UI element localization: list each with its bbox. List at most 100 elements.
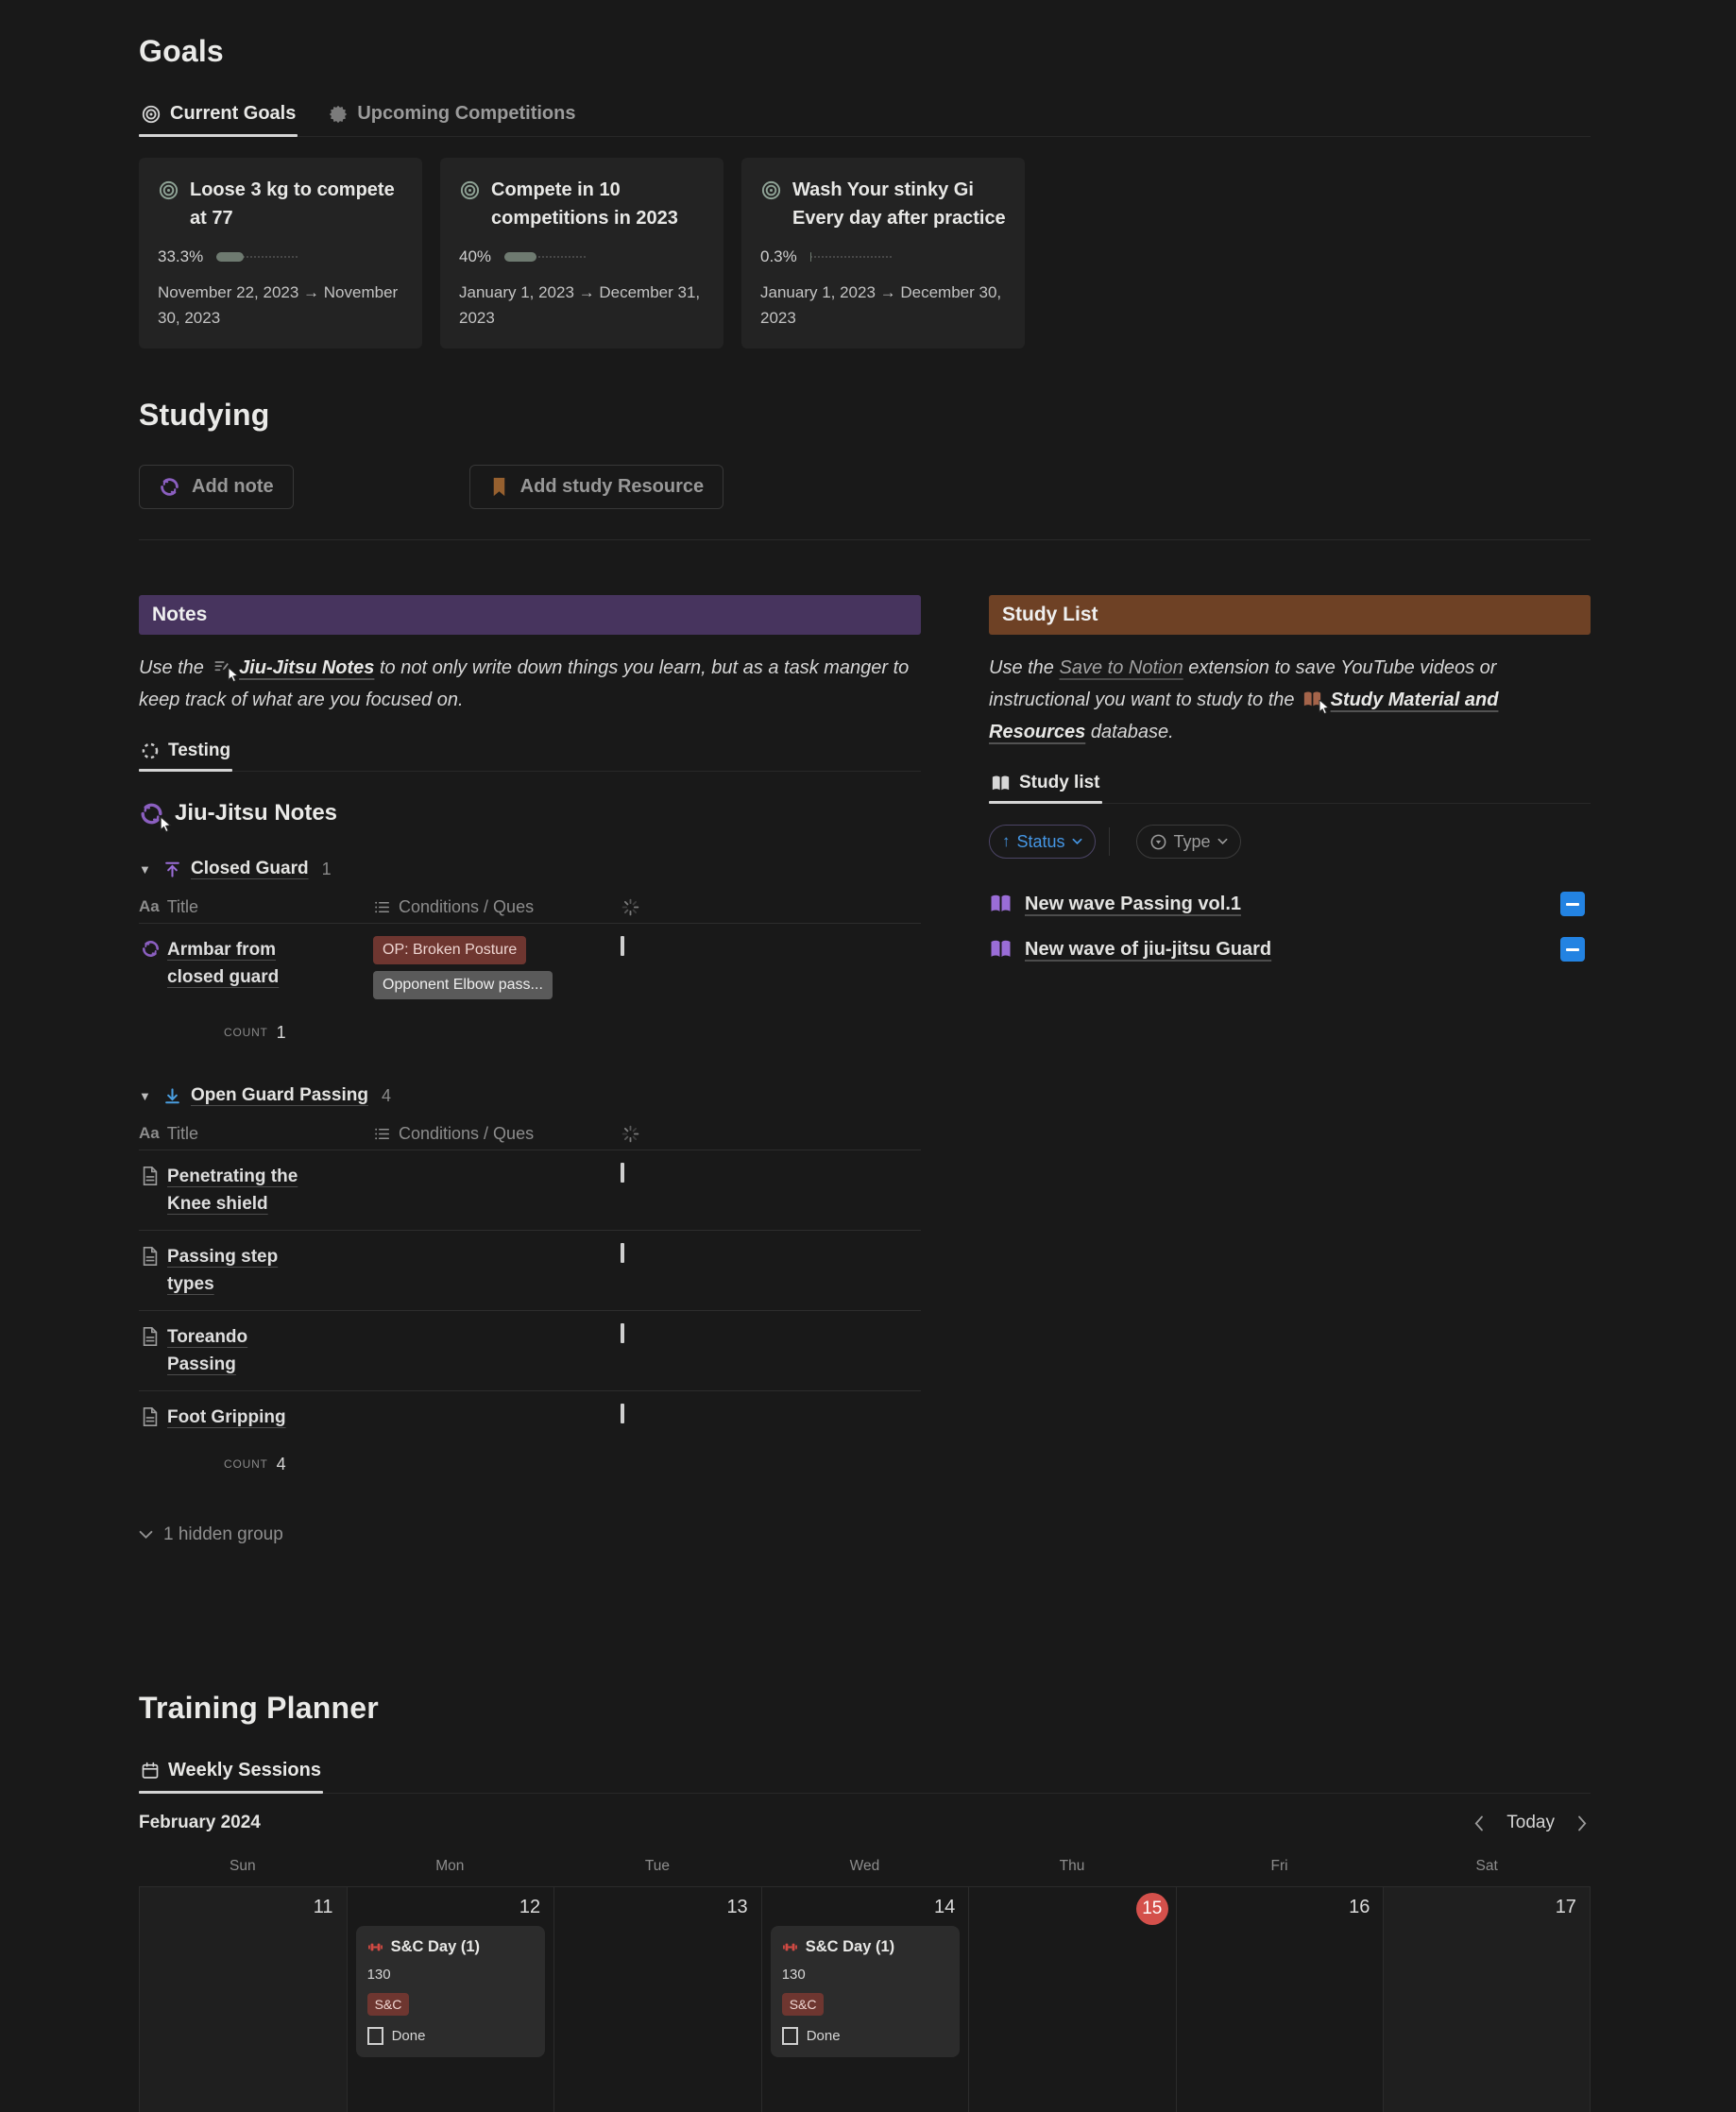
type-filter-pill[interactable]: Type xyxy=(1135,825,1241,859)
table-header: Aa Title Conditions / Ques xyxy=(139,1117,921,1150)
chevron-down-icon xyxy=(1217,838,1228,845)
select-circle-icon xyxy=(1149,833,1167,851)
table-row[interactable]: Penetrating the Knee shield xyxy=(139,1150,921,1230)
tab-study-list[interactable]: Study list xyxy=(989,765,1102,804)
spinner-icon xyxy=(621,897,640,917)
column-conditions[interactable]: Conditions / Ques xyxy=(373,897,611,917)
calendar-cell[interactable]: 11 xyxy=(139,1887,347,2112)
jiu-jitsu-notes-link[interactable]: Jiu-Jitsu Notes xyxy=(239,657,375,678)
event-value: 130 xyxy=(366,1967,391,1983)
count-value: 4 xyxy=(276,1454,286,1473)
table-row[interactable]: Passing step types xyxy=(139,1230,921,1310)
divider xyxy=(1108,827,1110,856)
planner-tabs: Weekly Sessions xyxy=(139,1750,1591,1794)
minus-badge[interactable] xyxy=(1560,892,1585,916)
count-label: COUNT xyxy=(224,1026,268,1039)
tab-testing[interactable]: Testing xyxy=(139,733,233,772)
arrow-up-icon: ↑ xyxy=(1002,832,1011,850)
count-row: COUNT 1 xyxy=(139,1012,921,1053)
done-checkbox[interactable] xyxy=(781,2027,798,2045)
group-count-badge: 4 xyxy=(381,1085,391,1105)
column-title[interactable]: Aa Title xyxy=(139,1124,373,1144)
target-icon xyxy=(141,104,162,125)
event-tag-chip: S&C xyxy=(781,1993,825,2016)
filter-row: ↑ Status Type xyxy=(989,825,1591,859)
bulleted-list-icon xyxy=(373,1125,391,1143)
callout-text: Use the xyxy=(989,657,1054,678)
item-title-link[interactable]: New wave Passing vol.1 xyxy=(1025,893,1241,914)
column-checkbox[interactable] xyxy=(611,897,672,917)
hidden-group-toggle[interactable]: 1 hidden group xyxy=(139,1524,921,1545)
event-value: 130 xyxy=(781,1967,806,1983)
goals-tabs: Current Goals Upcoming Competitions xyxy=(139,94,1591,137)
calendar-cell[interactable]: 16 xyxy=(1175,1887,1384,2112)
calendar-cell[interactable]: 12 S&C Day (1) 130 S&C Done xyxy=(346,1887,554,2112)
list-item[interactable]: New wave Passing vol.1 xyxy=(989,881,1591,927)
checkbox[interactable] xyxy=(621,1243,624,1263)
row-title-link[interactable]: Armbar from closed guard xyxy=(167,940,280,987)
chevron-right-icon[interactable] xyxy=(1577,1815,1587,1831)
calendar-cell[interactable]: 13 xyxy=(553,1887,761,2112)
note-pencil-icon xyxy=(213,657,239,683)
group-name-link[interactable]: Closed Guard xyxy=(191,859,309,878)
save-to-notion-link[interactable]: Save to Notion xyxy=(1059,657,1183,678)
column-checkbox[interactable] xyxy=(611,1124,672,1144)
goal-card[interactable]: Compete in 10 competitions in 2023 40% J… xyxy=(440,158,723,349)
checkbox[interactable] xyxy=(621,1323,624,1343)
list-item[interactable]: New wave of jiu-jitsu Guard xyxy=(989,927,1591,972)
chevron-left-icon[interactable] xyxy=(1474,1815,1484,1831)
add-study-resource-button[interactable]: Add study Resource xyxy=(468,465,724,509)
bulleted-list-icon xyxy=(373,898,391,916)
calendar-cell-today[interactable]: 15 xyxy=(968,1887,1176,2112)
cursor-icon xyxy=(159,816,173,833)
goal-card[interactable]: Wash Your stinky Gi Every day after prac… xyxy=(741,158,1025,349)
open-book-icon xyxy=(989,939,1013,960)
group-name-link[interactable]: Open Guard Passing xyxy=(191,1085,368,1105)
goal-percent: 40% xyxy=(459,247,492,265)
jiujitsu-page-icon xyxy=(141,939,161,959)
event-card[interactable]: S&C Day (1) 130 S&C Done xyxy=(770,1926,961,2057)
checkbox[interactable] xyxy=(621,1163,624,1183)
calendar-cell[interactable]: 17 xyxy=(1383,1887,1591,2112)
db-title-text: Jiu-Jitsu Notes xyxy=(175,800,338,826)
checkbox[interactable] xyxy=(621,1404,624,1423)
column-conditions[interactable]: Conditions / Ques xyxy=(373,1124,611,1144)
tab-current-goals[interactable]: Current Goals xyxy=(139,94,298,137)
notes-banner: Notes xyxy=(139,595,921,635)
day-header: Tue xyxy=(644,1858,670,1874)
checkbox[interactable] xyxy=(621,936,624,956)
row-title-link[interactable]: Foot Gripping xyxy=(167,1407,286,1427)
goal-card[interactable]: Loose 3 kg to compete at 77 33.3% Novemb… xyxy=(139,158,422,349)
row-title-link[interactable]: Passing step types xyxy=(167,1247,279,1294)
done-label: Done xyxy=(391,2028,426,2044)
row-title-link[interactable]: Penetrating the Knee shield xyxy=(167,1167,298,1214)
minus-badge[interactable] xyxy=(1560,937,1585,962)
bookmark-icon xyxy=(489,476,509,498)
item-title-link[interactable]: New wave of jiu-jitsu Guard xyxy=(1025,938,1272,960)
study-material-link[interactable]: Study Material and Resources xyxy=(989,690,1499,742)
tag-chip: OP: Broken Posture xyxy=(373,936,527,964)
study-list-callout: Use the Save to Notion extension to save… xyxy=(989,652,1591,748)
today-button[interactable]: Today xyxy=(1506,1813,1555,1832)
study-items: New wave Passing vol.1 New wave of jiu-j… xyxy=(989,881,1591,972)
collapse-caret-icon[interactable]: ▼ xyxy=(139,861,151,877)
done-checkbox[interactable] xyxy=(366,2027,383,2045)
column-label: Conditions / Ques xyxy=(399,896,535,916)
column-title[interactable]: Aa Title xyxy=(139,897,373,917)
tab-label: Weekly Sessions xyxy=(168,1760,321,1780)
tab-weekly-sessions[interactable]: Weekly Sessions xyxy=(139,1750,323,1794)
tab-upcoming-competitions[interactable]: Upcoming Competitions xyxy=(326,94,577,136)
status-filter-pill[interactable]: ↑ Status xyxy=(989,825,1096,859)
table-row[interactable]: Toreando Passing xyxy=(139,1310,921,1390)
event-card[interactable]: S&C Day (1) 130 S&C Done xyxy=(355,1926,546,2057)
cursor-icon xyxy=(1318,700,1331,715)
calendar-cell[interactable]: 14 S&C Day (1) 130 S&C Done xyxy=(760,1887,969,2112)
date-number: 13 xyxy=(726,1897,748,1917)
collapse-caret-icon[interactable]: ▼ xyxy=(139,1088,151,1103)
add-note-button[interactable]: Add note xyxy=(139,465,294,509)
table-row[interactable]: Foot Gripping xyxy=(139,1390,921,1443)
goal-dates: January 1, 2023 → December 31, 2023 xyxy=(459,283,701,327)
add-note-label: Add note xyxy=(192,476,274,497)
table-row[interactable]: Armbar from closed guard OP: Broken Post… xyxy=(139,923,921,1012)
row-title-link[interactable]: Toreando Passing xyxy=(167,1327,248,1374)
